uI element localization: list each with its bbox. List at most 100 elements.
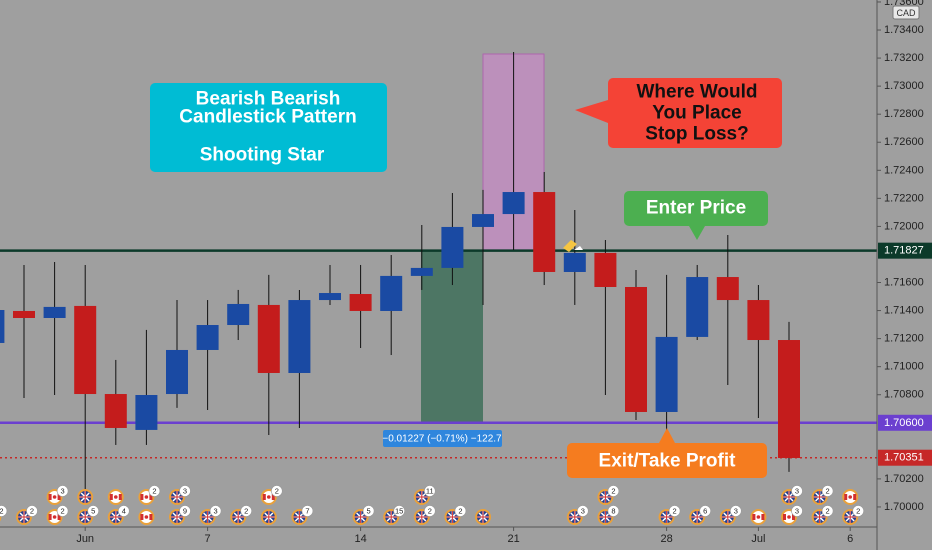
currency: CAD: [896, 8, 916, 18]
stop-loss-text: You Place: [652, 103, 741, 124]
event-count: 15: [395, 507, 403, 516]
event-count-badge: [301, 505, 314, 517]
uk-flag-red: [171, 511, 183, 523]
pattern-text: Shooting Star: [200, 145, 325, 166]
uk-flag-red: [660, 511, 673, 523]
event-count: 7: [305, 507, 309, 516]
uk-flag-red: [201, 511, 214, 523]
y-tick-label: 1.72600: [884, 136, 924, 148]
y-tick-label: 1.72200: [884, 192, 924, 204]
event-count: 2: [275, 487, 279, 496]
event-count-badge: [26, 505, 38, 517]
event-count-badge: [607, 485, 620, 497]
enter-text: Enter Price: [646, 198, 746, 219]
x-tick-label: 21: [507, 533, 519, 545]
price-line-label-box: [878, 414, 932, 431]
x-tick-label: Jun: [76, 533, 94, 545]
measure-label: −0.01227 (−0.71%) −122.7: [382, 434, 502, 445]
event-count-badge: [821, 505, 834, 517]
ca-flag-sides: [48, 514, 61, 520]
event-count: 6: [703, 507, 707, 516]
ca-flag-leaf: [267, 495, 271, 499]
candle-body: [288, 300, 311, 373]
event-count-badge: [179, 505, 191, 517]
candle-body: [502, 192, 525, 215]
event-count-badge: [821, 485, 834, 497]
measure-label-box: [383, 430, 502, 447]
candle-body: [135, 395, 158, 430]
event-count: 3: [581, 507, 585, 516]
pencil-tip: [574, 246, 583, 250]
event-count: 3: [183, 487, 187, 496]
uk-flag-red: [446, 511, 459, 523]
currency-box: [892, 5, 920, 20]
event-count-badge: [454, 505, 467, 517]
x-tick-label: 28: [660, 533, 672, 545]
event-count: 3: [795, 507, 799, 516]
pattern-text: Bearish Bearish: [196, 89, 341, 110]
event-count: 2: [244, 507, 248, 516]
event-count: 2: [826, 507, 830, 516]
candle-body: [104, 394, 127, 428]
event-count-badge: [852, 505, 865, 517]
uk-flag-red: [354, 511, 367, 523]
event-count: 3: [734, 507, 738, 516]
y-tick-label: 1.73000: [884, 80, 924, 92]
event-count-badge: [791, 505, 803, 517]
uk-flag-red: [415, 491, 428, 503]
candle-body: [747, 300, 770, 341]
price-line-label: 1.70351: [884, 452, 924, 464]
candle-body: [716, 277, 739, 301]
y-tick-label: 1.73200: [884, 52, 924, 64]
candle-body: [778, 340, 800, 458]
event-count-badge: [699, 505, 712, 517]
uk-flag-red: [783, 491, 795, 503]
event-count-badge: [668, 505, 681, 517]
ca-flag-sides: [262, 494, 275, 500]
stop-loss-text: Where Would: [636, 82, 757, 103]
candle-body: [441, 226, 464, 268]
uk-flag-red: [385, 511, 398, 523]
exit-callout: [567, 428, 767, 478]
candle-body: [563, 252, 586, 272]
event-count: 2: [826, 487, 830, 496]
ca-flag-sides: [752, 514, 765, 520]
event-count: 11: [426, 487, 434, 496]
pattern-callout: [150, 83, 387, 172]
exit-text: Exit/Take Profit: [599, 451, 737, 472]
candle-body: [74, 305, 97, 395]
y-tick-label: 1.71000: [884, 361, 924, 373]
event-count: 2: [30, 507, 34, 516]
event-count-badge: [393, 505, 406, 517]
event-count: 5: [367, 507, 371, 516]
candle-body: [13, 310, 35, 318]
uk-flag-red: [691, 511, 704, 523]
candle-body: [227, 303, 250, 326]
event-count-badge: [576, 505, 589, 517]
uk-flag-red: [813, 491, 826, 503]
uk-flag-red: [232, 511, 245, 523]
price-line-label-box: [878, 449, 932, 466]
x-tick-label: 6: [847, 533, 853, 545]
event-count: 4: [122, 507, 126, 516]
y-tick-label: 1.71400: [884, 305, 924, 317]
uk-flag-red: [18, 511, 30, 523]
event-count-badge: [729, 505, 742, 517]
event-count-badge: [423, 505, 436, 517]
event-count-badge: [240, 505, 252, 517]
uk-flag-red: [599, 511, 612, 523]
event-count-badge: [607, 505, 620, 517]
ca-flag-sides: [109, 494, 122, 500]
event-count: 2: [611, 487, 615, 496]
event-count-badge: [0, 505, 8, 517]
uk-flag-red: [477, 511, 489, 523]
ca-flag-leaf: [144, 515, 149, 519]
event-count-badge: [179, 485, 191, 497]
uk-flag-red: [79, 491, 92, 503]
ca-flag-leaf: [787, 515, 791, 519]
event-count: 3: [795, 487, 799, 496]
uk-flag-red: [415, 511, 428, 523]
event-count-badge: [362, 505, 375, 517]
event-count-badge: [56, 505, 69, 517]
candle-body: [686, 277, 709, 337]
